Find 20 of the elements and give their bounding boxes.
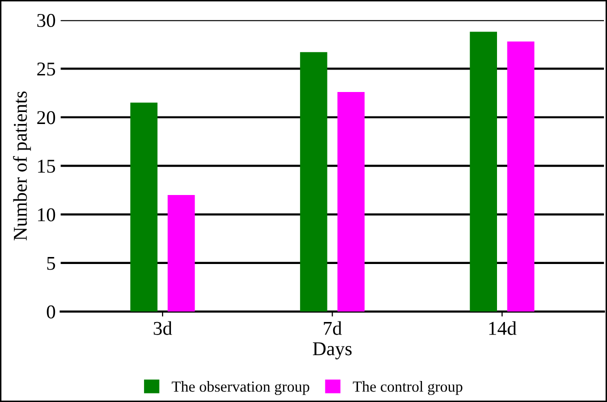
x-tick-label: 14d	[489, 321, 516, 335]
y-tick-label: 0	[46, 305, 56, 318]
legend-label: The control group	[352, 381, 462, 395]
y-tick-label: 15	[38, 160, 56, 173]
bar	[300, 52, 328, 312]
legend-label: The observation group	[172, 381, 310, 395]
y-tick-label: 30	[37, 14, 56, 28]
bar	[337, 92, 365, 312]
bar	[168, 194, 195, 312]
y-tick-label: 5	[47, 256, 56, 270]
bar	[507, 41, 534, 312]
y-tick-label: 20	[37, 111, 56, 124]
x-tick-label: 7d	[324, 321, 342, 335]
x-axis-title: Days	[312, 342, 352, 360]
y-tick-label: 10	[38, 208, 56, 222]
y-tick-label: 25	[37, 62, 56, 76]
bar	[130, 102, 158, 312]
bar	[470, 32, 498, 312]
x-tick-label: 3d	[154, 321, 172, 335]
y-axis-title: Number of patients	[13, 91, 31, 240]
